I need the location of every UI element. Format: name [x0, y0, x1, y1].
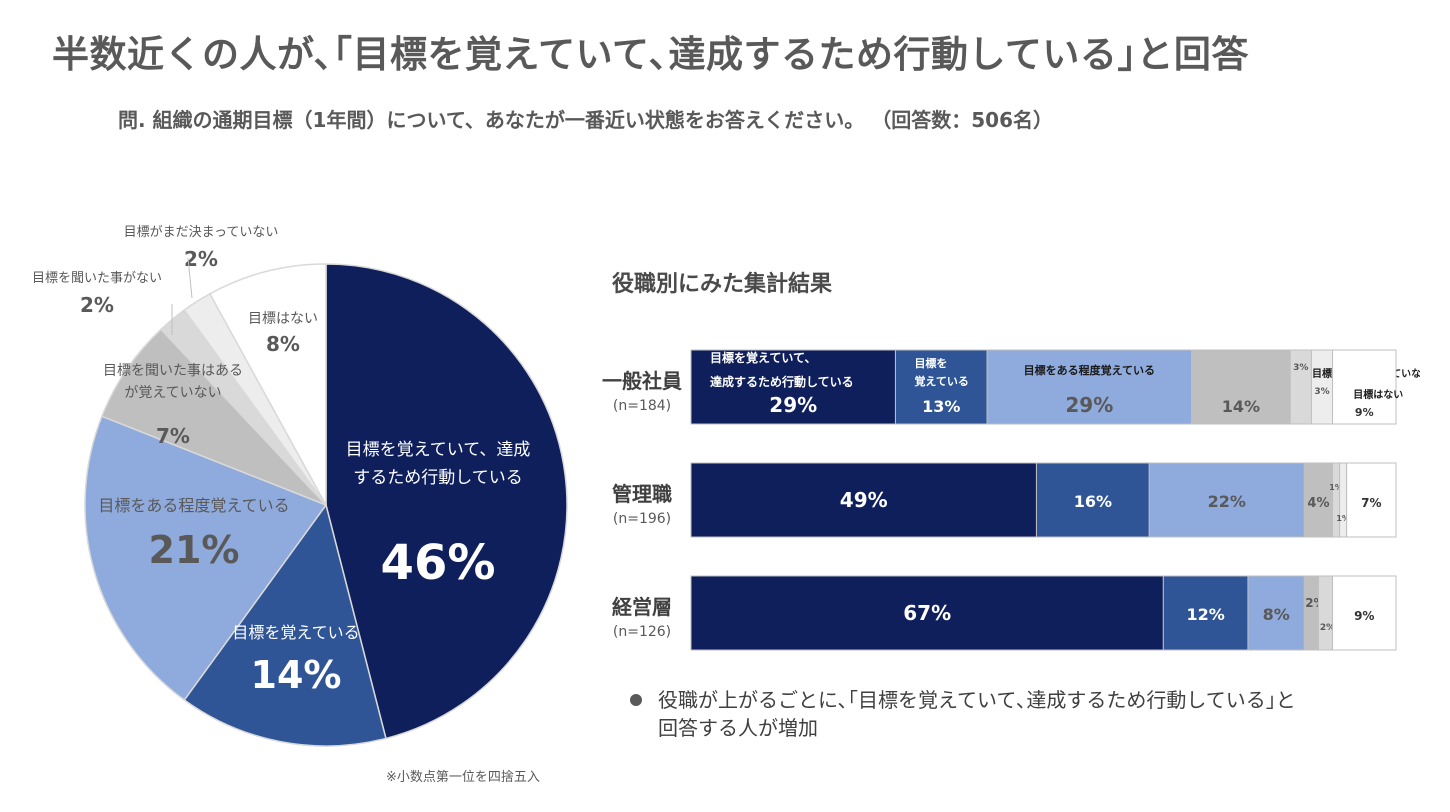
bar-value-label: 49%	[840, 488, 888, 512]
bar-sample-size: (n=184)	[613, 398, 671, 414]
bar-segment	[1317, 575, 1334, 651]
bar-segment	[690, 575, 1164, 651]
pie-value-label: 7%	[156, 424, 190, 448]
bar-value-label: 8%	[1263, 605, 1290, 624]
pie-slice-2	[183, 503, 387, 747]
bar-segment	[1346, 462, 1397, 538]
svg-text:覚えている: 覚えている	[913, 374, 968, 388]
pie-label-2: 目標を覚えている 14%	[232, 623, 359, 697]
summary-text: 役職が上がるごとに､｢目標を覚えていて､達成するため行動している｣と 回答する人…	[658, 686, 1296, 742]
summary-line-2: 回答する人が増加	[658, 716, 818, 740]
bar-sample-size: (n=126)	[613, 624, 671, 640]
bar-value-label: 3%	[1314, 387, 1329, 397]
pie-label-7: 目標はない 8%	[248, 311, 318, 356]
svg-text:目標はない: 目標はない	[1353, 388, 1403, 401]
pie-value-label: 2%	[80, 293, 114, 317]
pie-value-label: 2%	[184, 247, 218, 271]
page-title: 半数近くの人が､｢目標を覚えていて､達成するため行動している｣と回答	[52, 33, 1249, 76]
pie-leader-line	[187, 257, 193, 299]
survey-question: 問. 組織の通期目標（1年間）について、あなたが一番近い状態をお答えください。 …	[118, 108, 1053, 132]
pie-value-label: 21%	[149, 528, 240, 572]
bar-value-label: 67%	[903, 601, 951, 625]
bar-value-label: 13%	[922, 397, 960, 416]
pie-category-label: が覚えていない	[124, 385, 221, 401]
bar-value-label: 3%	[1293, 363, 1308, 373]
bar-value-label: 14%	[1222, 397, 1260, 416]
pie-category-label: 目標をある程度覚えている	[98, 496, 289, 515]
bar-segment	[1289, 349, 1312, 425]
bar-value-label: 29%	[1065, 393, 1113, 417]
pie-label-5: 目標を聞いた事がない 2%	[32, 271, 162, 317]
pie-value-label: 46%	[381, 535, 496, 591]
svg-text:目標を: 目標を	[914, 356, 947, 370]
pie-slice-1	[325, 263, 568, 740]
pie-value-label: 8%	[266, 332, 300, 356]
rounding-footnote: ※小数点第一位を四捨五入	[386, 770, 540, 785]
pie-category-label: 目標を覚えている	[232, 623, 359, 642]
bar-segment	[1332, 462, 1341, 538]
bar-segment	[1247, 575, 1305, 651]
bar-value-label: 9%	[1354, 609, 1374, 623]
pie-label-6: 目標がまだ決まっていない 2%	[124, 225, 279, 271]
bar-segment	[690, 462, 1037, 538]
svg-text:目標を覚えていて、: 目標を覚えていて、	[710, 350, 816, 365]
bar-segment	[1332, 575, 1397, 651]
bar-segment	[1303, 462, 1334, 538]
bar-segment	[1303, 575, 1319, 651]
pie-category-label: 目標がまだ決まっていない	[124, 225, 279, 240]
bar-value-label: 1%	[1336, 514, 1350, 523]
pie-label-1: 目標を覚えていて、達成するため行動している 46%	[346, 440, 531, 591]
bar-value-label: 4%	[1307, 496, 1329, 511]
pie-category-label: 目標はない	[248, 311, 318, 327]
bar-category-label: 一般社員	[602, 369, 682, 393]
bar-segment	[1191, 349, 1291, 425]
bar-segment	[1339, 462, 1348, 538]
pie-category-label: 目標を覚えていて、達成	[346, 440, 531, 460]
pie-category-label: するため行動している	[353, 468, 523, 488]
bar-segment	[1148, 462, 1305, 538]
bar-series-label: 目標をある程度覚えている	[1024, 363, 1155, 377]
pie-chart: 目標を覚えていて、達成するため行動している 46% 目標を覚えている 14% 目標をある…	[32, 225, 568, 747]
bar-segment	[986, 349, 1193, 425]
bar-value-label: 22%	[1208, 492, 1246, 511]
bar-value-label: 1%	[1329, 483, 1343, 492]
bar-value-label: 29%	[769, 393, 817, 417]
summary-line-1: 役職が上がるごとに､｢目標を覚えていて､達成するため行動している｣と	[658, 688, 1296, 712]
bar-segment	[690, 349, 896, 425]
bar-value-label: 7%	[1361, 496, 1381, 510]
bar-segment	[1162, 575, 1249, 651]
pie-slice-3	[84, 415, 328, 702]
pie-slice-4	[100, 328, 327, 506]
bar-series-label: 目標を覚えていて、達成するため行動している	[710, 350, 854, 389]
bar-category-label: 経営層	[612, 595, 672, 619]
bar-value-label: 9%	[1355, 406, 1374, 419]
bar-value-label: 12%	[1187, 605, 1225, 624]
pie-slice-7	[208, 263, 327, 506]
bullet-icon	[630, 694, 642, 706]
pie-value-label: 14%	[251, 653, 342, 697]
pie-category-label: 目標を聞いた事はある	[103, 363, 243, 379]
bar-value-label: 2%	[1320, 623, 1335, 633]
bar-series-label: 目標を覚えている	[913, 356, 968, 388]
bar-segment	[894, 349, 988, 425]
pie-category-label: 目標を聞いた事がない	[32, 271, 162, 286]
bar-sample-size: (n=196)	[613, 511, 671, 527]
bar-series-label: 目標はない	[1353, 388, 1403, 401]
svg-text:達成するため行動している: 達成するため行動している	[710, 374, 854, 389]
stacked-bar-chart: 一般社員 (n=184) 29% 目標を覚えていて、達成するため行動している 13% 目標…	[602, 349, 1420, 651]
bar-section-title: 役職別にみた集計結果	[612, 272, 833, 297]
bar-category-label: 管理職	[612, 482, 672, 506]
pie-label-3: 目標をある程度覚えている 21%	[98, 496, 289, 572]
bar-value-label: 16%	[1074, 492, 1112, 511]
svg-text:目標をある程度覚えている: 目標をある程度覚えている	[1024, 363, 1155, 377]
bar-segment	[1332, 349, 1397, 425]
